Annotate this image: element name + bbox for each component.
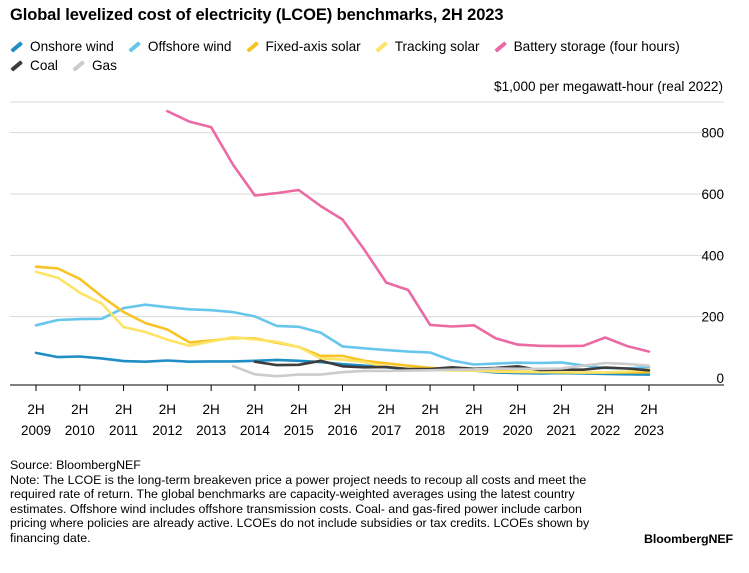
legend-label-onshore-wind: Onshore wind [30, 39, 114, 54]
x-tick-label-2023-half: 2H [640, 402, 657, 417]
legend-item-onshore-wind: Onshore wind [10, 37, 114, 56]
legend-item-battery-storage: Battery storage (four hours) [493, 37, 680, 56]
legend-item-offshore-wind: Offshore wind [128, 37, 232, 56]
y-tick-label-600: 600 [701, 187, 724, 202]
y-tick-label-0: 0 [716, 371, 724, 386]
series-line-tracking-solar [34, 270, 651, 374]
y-tick-label-200: 200 [701, 310, 724, 325]
series-line-gas [231, 361, 651, 378]
x-tick-label-2021-half: 2H [553, 402, 570, 417]
x-tick-label-2022-year: 2022 [590, 423, 620, 438]
legend-row-2: Coal Gas [10, 56, 730, 75]
source-text: Source: BloombergNEF [10, 458, 141, 472]
x-tick-label-2013-year: 2013 [196, 423, 226, 438]
brand-logo-text: BloombergNEF [644, 532, 733, 546]
x-tick-label-2016-half: 2H [334, 402, 351, 417]
legend-item-tracking-solar: Tracking solar [375, 37, 480, 56]
series-line-coal [253, 359, 651, 372]
chart-title: Global levelized cost of electricity (LC… [10, 6, 504, 24]
x-tick-label-2018-half: 2H [421, 402, 438, 417]
x-tick-label-2023-year: 2023 [634, 423, 664, 438]
series-line-battery-storage-four-hours [166, 109, 651, 353]
legend-item-coal: Coal [10, 56, 58, 75]
x-tick-label-2014-year: 2014 [240, 423, 271, 438]
y-tick-label-800: 800 [701, 126, 724, 141]
legend-label-coal: Coal [30, 58, 58, 73]
legend-label-battery-storage: Battery storage (four hours) [513, 39, 680, 54]
x-tick-label-2012-year: 2012 [152, 423, 182, 438]
x-tick-label-2016-year: 2016 [327, 423, 357, 438]
legend-label-offshore-wind: Offshore wind [147, 39, 232, 54]
x-tick-label-2022-half: 2H [597, 402, 614, 417]
x-tick-label-2017-half: 2H [378, 402, 395, 417]
x-tick-label-2009-year: 2009 [21, 423, 51, 438]
x-tick-label-2012-half: 2H [159, 402, 176, 417]
x-tick-label-2015-half: 2H [290, 402, 307, 417]
chart-legend: Onshore wind Offshore wind Fixed-axis so… [10, 37, 730, 75]
x-tick-label-2019-year: 2019 [459, 423, 489, 438]
x-tick-label-2019-half: 2H [465, 402, 482, 417]
x-tick-label-2009-half: 2H [27, 402, 44, 417]
y-axis-unit-label: $1,000 per megawatt-hour (real 2022) [494, 79, 723, 94]
x-tick-label-2018-year: 2018 [415, 423, 445, 438]
legend-label-fixed-axis-solar: Fixed-axis solar [265, 39, 361, 54]
legend-item-fixed-axis-solar: Fixed-axis solar [245, 37, 361, 56]
x-tick-label-2014-half: 2H [246, 402, 263, 417]
legend-label-gas: Gas [91, 58, 117, 73]
series-line-fixed-axis-solar [34, 265, 651, 374]
footer-notes: Source: BloombergNEF Note: The LCOE is t… [10, 458, 620, 546]
legend-item-gas: Gas [72, 56, 117, 75]
legend-label-tracking-solar: Tracking solar [394, 39, 480, 54]
x-tick-label-2021-year: 2021 [546, 423, 576, 438]
series-line-offshore-wind [34, 303, 651, 370]
x-tick-label-2011-year: 2011 [109, 423, 138, 438]
x-tick-label-2015-year: 2015 [284, 423, 314, 438]
x-tick-label-2011-half: 2H [115, 402, 132, 417]
x-tick-label-2010-half: 2H [71, 402, 88, 417]
x-tick-label-2010-year: 2010 [65, 423, 95, 438]
x-tick-label-2020-half: 2H [509, 402, 526, 417]
x-tick-label-2020-year: 2020 [503, 423, 533, 438]
x-tick-label-2017-year: 2017 [371, 423, 401, 438]
note-text: Note: The LCOE is the long-term breakeve… [10, 472, 590, 545]
x-tick-label-2013-half: 2H [203, 402, 220, 417]
y-tick-label-400: 400 [701, 248, 724, 263]
legend-row-1: Onshore wind Offshore wind Fixed-axis so… [10, 37, 730, 56]
